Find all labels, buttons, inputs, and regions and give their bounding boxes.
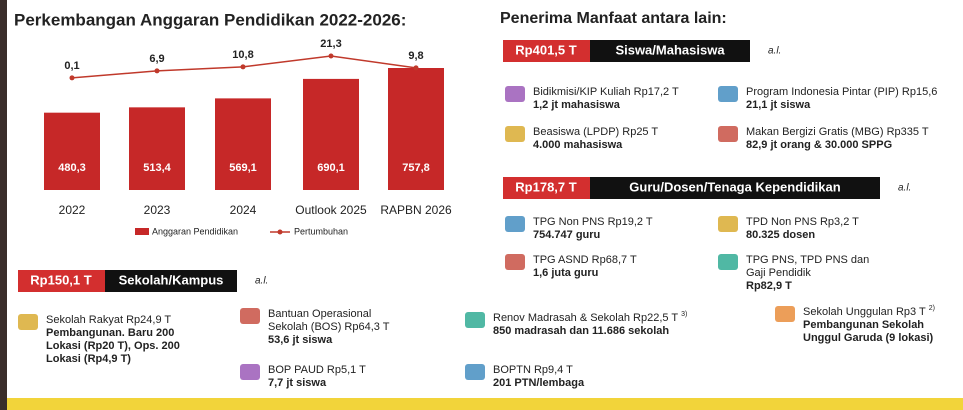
item-detail: 7,7 jt siswa — [268, 377, 327, 389]
icon — [718, 86, 738, 102]
icon — [505, 216, 525, 232]
item-detail: Rp82,9 T — [746, 280, 792, 292]
item-detail: 850 madrasah dan 11.686 sekolah — [493, 325, 669, 337]
growth-point — [154, 68, 160, 74]
item-detail: Pembangunan Sekolah — [803, 319, 924, 331]
al: a.l. — [898, 183, 911, 194]
item-title: Bidikmisi/KIP Kuliah Rp17,2 T — [533, 86, 679, 98]
icon — [465, 364, 485, 380]
item-detail: Pembangunan. Baru 200 — [46, 327, 174, 339]
label-box — [590, 177, 880, 199]
growth-point — [328, 53, 334, 59]
item-note: 2) — [929, 305, 935, 312]
bar-label: 480,3 — [58, 162, 86, 174]
icon — [18, 314, 38, 330]
item-detail: 1,6 juta guru — [533, 267, 598, 279]
x-tick-label: 2022 — [59, 203, 86, 217]
item-detail: 4.000 mahasiswa — [533, 139, 623, 151]
item-detail: 1,2 jt mahasiswa — [533, 99, 621, 111]
item-title: TPD Non PNS Rp3,2 T — [746, 216, 859, 228]
footer-bar — [7, 398, 963, 410]
item-title: TPG PNS, TPD PNS dan — [746, 254, 869, 266]
item-title: Program Indonesia Pintar (PIP) Rp15,6 — [746, 86, 937, 98]
item-title: Renov Madrasah & Sekolah Rp22,5 T — [493, 312, 678, 324]
bar — [215, 98, 271, 190]
icon — [775, 306, 795, 322]
growth-label: 10,8 — [232, 49, 253, 61]
item-title: Bantuan Operasional — [268, 308, 371, 320]
legend-swatch — [135, 228, 149, 235]
icon — [240, 308, 260, 324]
item-detail: 80.325 dosen — [746, 229, 815, 241]
al: a.l. — [255, 276, 268, 287]
x-tick-label: 2023 — [144, 203, 171, 217]
bar-label: 757,8 — [402, 162, 430, 174]
growth-point — [413, 65, 419, 71]
bar — [129, 107, 185, 190]
heading: Penerima Manfaat antara lain: — [500, 10, 727, 27]
al: a.l. — [768, 46, 781, 57]
chart-title: Perkembangan Anggaran Pendidikan 2022-20… — [14, 10, 406, 29]
bar — [388, 68, 444, 190]
legend-swatch — [277, 229, 283, 235]
item-title: Beasiswa (LPDP) Rp25 T — [533, 126, 658, 138]
item-title: Sekolah Rakyat Rp24,9 T — [46, 314, 171, 326]
item-title: Sekolah Unggulan Rp3 T — [803, 306, 926, 318]
growth-label: 6,9 — [149, 53, 164, 65]
bar — [44, 112, 100, 190]
legend-label: Anggaran Pendidikan — [152, 226, 238, 236]
bar-label: 569,1 — [229, 162, 257, 174]
item-note: 3) — [681, 311, 687, 318]
bar-label: 690,1 — [317, 162, 345, 174]
item-detail: 754.747 guru — [533, 229, 600, 241]
edge — [0, 0, 7, 410]
section-label: Siswa/Mahasiswa — [615, 42, 725, 57]
amount-box — [18, 270, 105, 292]
item-detail: Lokasi (Rp20 T), Ops. 200 — [46, 340, 180, 352]
item-title: TPG ASND Rp68,7 T — [533, 254, 637, 266]
section-label: Sekolah/Kampus — [119, 272, 224, 287]
item-title: BOP PAUD Rp5,1 T — [268, 364, 366, 376]
item-detail: 201 PTN/lembaga — [493, 377, 585, 389]
item-detail: Lokasi (Rp4,9 T) — [46, 353, 131, 365]
section-label: Guru/Dosen/Tenaga Kependidikan — [629, 179, 840, 194]
item-detail: Unggul Garuda (9 lokasi) — [803, 332, 934, 344]
x-tick-label: RAPBN 2026 — [380, 203, 452, 217]
item-detail: 53,6 jt siswa — [268, 334, 333, 346]
item-title: Makan Bergizi Gratis (MBG) Rp335 T — [746, 126, 929, 138]
growth-point — [69, 75, 75, 81]
item-detail: 82,9 jt orang & 30.000 SPPG — [746, 139, 892, 151]
label-box — [105, 270, 237, 292]
icon — [718, 216, 738, 232]
growth-label: 0,1 — [64, 60, 79, 72]
icon — [505, 86, 525, 102]
x-tick-label: 2024 — [230, 203, 257, 217]
amount-box — [503, 177, 590, 199]
item-title: BOPTN Rp9,4 T — [493, 364, 573, 376]
icon — [505, 126, 525, 142]
bar — [303, 78, 359, 190]
icon — [505, 254, 525, 270]
x-tick-label: Outlook 2025 — [295, 203, 367, 217]
growth-label: 9,8 — [408, 50, 423, 62]
icon — [240, 364, 260, 380]
growth-label: 21,3 — [320, 38, 341, 50]
growth-point — [240, 64, 246, 70]
icon — [718, 254, 738, 270]
bar-label: 513,4 — [143, 162, 171, 174]
item-detail: 21,1 jt siswa — [746, 99, 811, 111]
amount: Rp150,1 T — [30, 272, 91, 287]
item-title: Sekolah (BOS) Rp64,3 T — [268, 321, 390, 333]
amount: Rp401,5 T — [515, 42, 576, 57]
item-title: Gaji Pendidik — [746, 267, 811, 279]
label-box — [590, 40, 750, 62]
legend-label: Pertumbuhan — [294, 226, 348, 236]
icon — [465, 312, 485, 328]
amount-box — [503, 40, 590, 62]
item-title: TPG Non PNS Rp19,2 T — [533, 216, 653, 228]
icon — [718, 126, 738, 142]
amount: Rp178,7 T — [515, 179, 576, 194]
